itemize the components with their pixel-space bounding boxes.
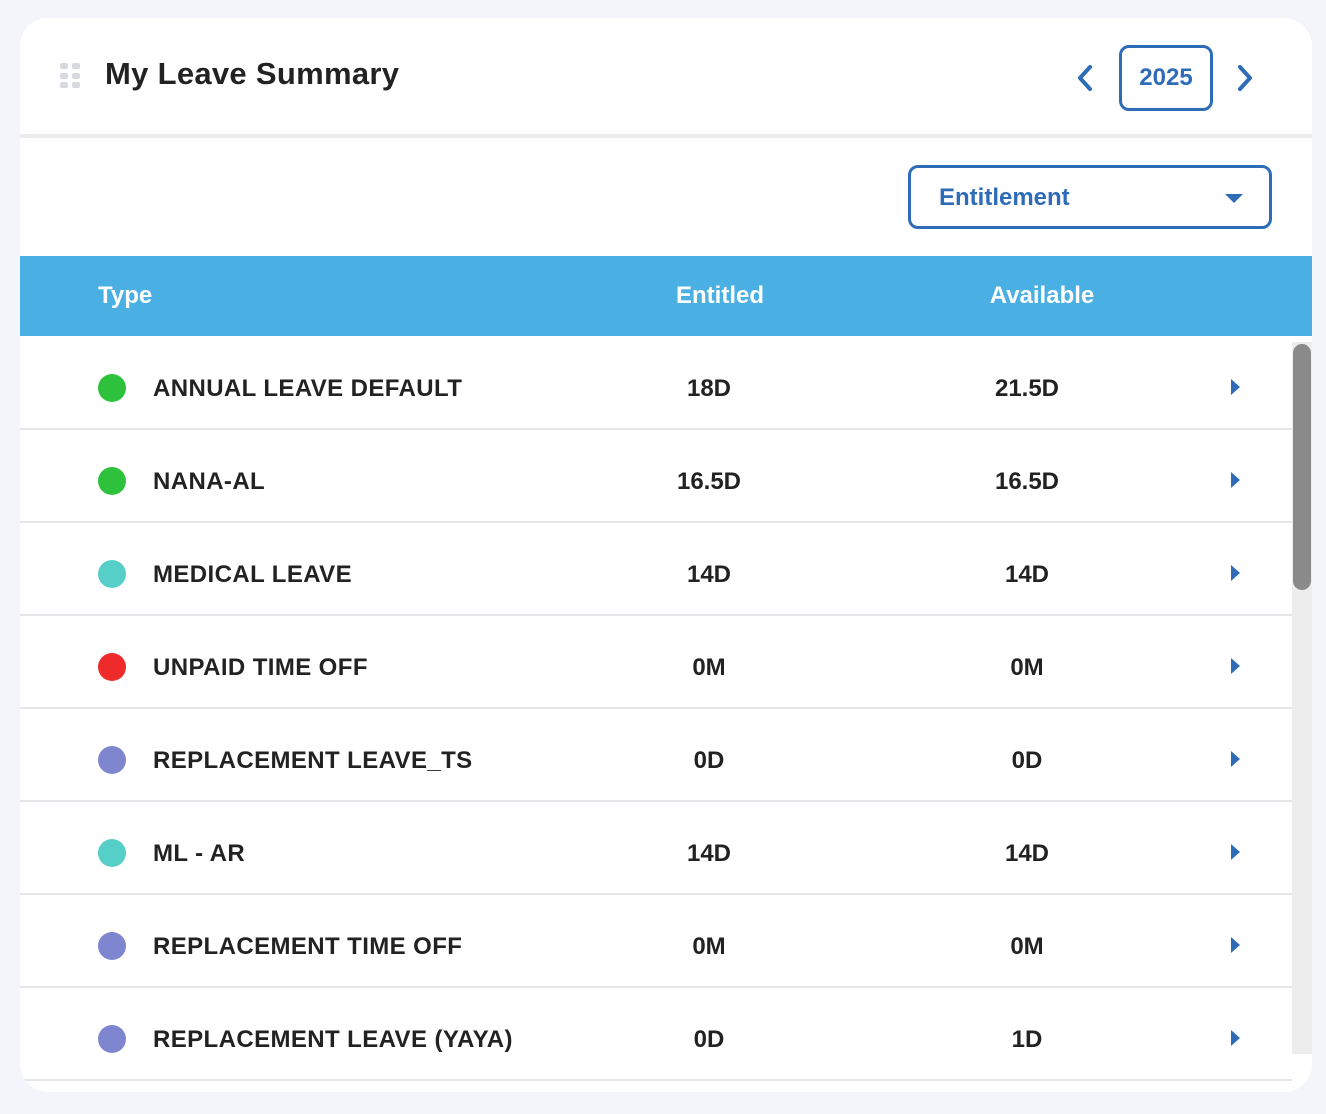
leave-type-name: ML - AR (153, 840, 246, 867)
entitled-value: 18D (686, 375, 732, 402)
card-header: My Leave Summary 2025 (20, 18, 1312, 138)
available-value: 14D (1004, 840, 1050, 867)
entitled-value: 0D (693, 1026, 725, 1053)
leave-color-dot (98, 374, 126, 402)
entitled-value: 0D (693, 747, 725, 774)
available-value: 0M (1010, 933, 1044, 960)
next-year-button[interactable] (1225, 58, 1265, 98)
column-header-type[interactable]: Type (98, 282, 153, 309)
leave-summary-card: My Leave Summary 2025 Entitlement Type E… (20, 18, 1312, 1092)
page-title: My Leave Summary (105, 56, 400, 91)
chevron-right-icon (1238, 65, 1252, 91)
table-row[interactable]: MEDICAL LEAVE 14D 14D (20, 522, 1292, 616)
caret-right-icon[interactable] (1231, 472, 1240, 488)
table-row[interactable]: REPLACEMENT LEAVE (YAYA) 0D 1D (20, 987, 1292, 1081)
table-row[interactable]: ML - AR 14D 14D (20, 801, 1292, 895)
view-mode-dropdown[interactable]: Entitlement (908, 165, 1272, 229)
leave-color-dot (98, 1025, 126, 1053)
caret-right-icon[interactable] (1231, 1030, 1240, 1046)
leave-type-list: ANNUAL LEAVE DEFAULT 18D 21.5D NANA-AL 1… (20, 336, 1292, 1092)
scrollbar-thumb[interactable] (1293, 344, 1311, 590)
leave-type-name: UNPAID TIME OFF (153, 654, 368, 681)
table-row[interactable]: UNPAID TIME OFF 0M 0M (20, 615, 1292, 709)
caret-right-icon[interactable] (1231, 751, 1240, 767)
available-value: 1D (1011, 1026, 1043, 1053)
available-value: 14D (1004, 561, 1050, 588)
entitled-value: 0M (692, 654, 726, 681)
drag-handle-icon[interactable] (60, 63, 80, 89)
leave-color-dot (98, 560, 126, 588)
caret-right-icon[interactable] (1231, 379, 1240, 395)
chevron-left-icon (1078, 65, 1092, 91)
leave-type-name: ANNUAL LEAVE DEFAULT (153, 375, 463, 402)
year-selector[interactable]: 2025 (1119, 45, 1213, 111)
caret-down-icon (1225, 194, 1243, 203)
caret-right-icon[interactable] (1231, 658, 1240, 674)
leave-color-dot (98, 746, 126, 774)
table-header: Type Entitled Available (20, 256, 1312, 336)
available-value: 21.5D (994, 375, 1060, 402)
leave-color-dot (98, 839, 126, 867)
entitled-value: 14D (686, 561, 732, 588)
previous-year-button[interactable] (1065, 58, 1105, 98)
caret-right-icon[interactable] (1231, 844, 1240, 860)
caret-right-icon[interactable] (1231, 937, 1240, 953)
leave-type-name: NANA-AL (153, 468, 266, 495)
available-value: 0M (1010, 654, 1044, 681)
table-row[interactable]: NANA-AL 16.5D 16.5D (20, 429, 1292, 523)
leave-type-name: REPLACEMENT LEAVE_TS (153, 747, 473, 774)
entitled-value: 16.5D (676, 468, 742, 495)
table-row[interactable]: REPLACEMENT LEAVE_TS 0D 0D (20, 708, 1292, 802)
leave-color-dot (98, 467, 126, 495)
leave-type-name: REPLACEMENT TIME OFF (153, 933, 463, 960)
leave-type-name: MEDICAL LEAVE (153, 561, 352, 588)
column-header-entitled[interactable]: Entitled (676, 282, 764, 309)
leave-color-dot (98, 653, 126, 681)
column-header-available[interactable]: Available (989, 282, 1095, 309)
available-value: 16.5D (994, 468, 1060, 495)
leave-type-name: REPLACEMENT LEAVE (YAYA) (153, 1026, 513, 1053)
entitled-value: 0M (692, 933, 726, 960)
table-row[interactable]: REPLACEMENT TIME OFF 0M 0M (20, 894, 1292, 988)
entitled-value: 14D (686, 840, 732, 867)
caret-right-icon[interactable] (1231, 565, 1240, 581)
available-value: 0D (1011, 747, 1043, 774)
table-row[interactable]: ANNUAL LEAVE DEFAULT 18D 21.5D (20, 336, 1292, 430)
dropdown-selected-value: Entitlement (939, 184, 1070, 211)
leave-color-dot (98, 932, 126, 960)
